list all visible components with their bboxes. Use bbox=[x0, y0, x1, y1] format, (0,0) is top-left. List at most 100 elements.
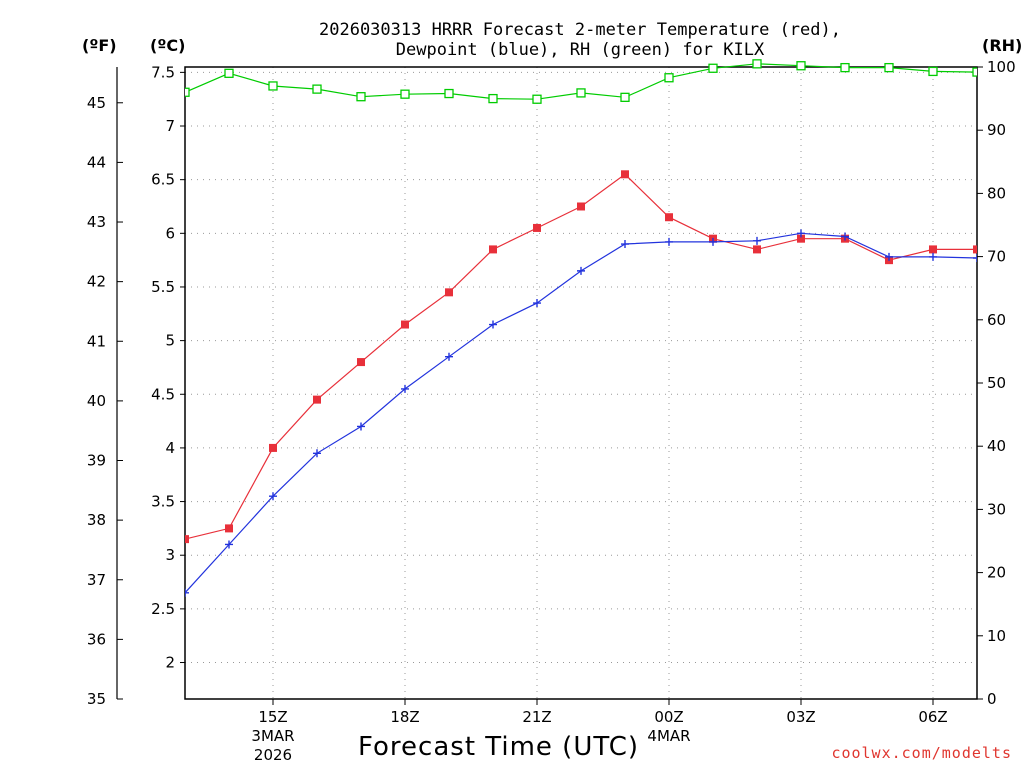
fahrenheit-tick-label: 43 bbox=[87, 213, 106, 231]
plot-frame bbox=[184, 66, 978, 700]
rh-point bbox=[224, 68, 234, 78]
rh-point bbox=[928, 66, 938, 77]
rh-point bbox=[884, 62, 894, 73]
x-tick-label: 15Z bbox=[258, 708, 287, 726]
dewpoint-point bbox=[973, 253, 977, 262]
rh-point bbox=[356, 92, 366, 102]
temperature-point bbox=[357, 358, 365, 367]
x-axis-label: Forecast Time (UTC) bbox=[358, 732, 640, 762]
fahrenheit-tick-label: 40 bbox=[87, 392, 106, 410]
dewpoint-point bbox=[185, 588, 189, 597]
temperature-point bbox=[313, 395, 321, 404]
rh-point bbox=[312, 84, 322, 94]
rh-point bbox=[400, 89, 410, 99]
rh-tick-label: 20 bbox=[987, 564, 1006, 582]
dewpoint-point bbox=[533, 299, 541, 308]
x-tick-label: 00Z bbox=[654, 708, 683, 726]
fahrenheit-tick-label: 38 bbox=[87, 511, 106, 529]
dewpoint-point bbox=[709, 237, 717, 246]
fahrenheit-tick-label: 35 bbox=[87, 690, 106, 708]
rh-tick-label: 60 bbox=[987, 311, 1006, 329]
dewpoint-point bbox=[885, 252, 893, 261]
temperature-point bbox=[185, 535, 189, 544]
grid-lines bbox=[185, 67, 977, 699]
rh-point bbox=[488, 93, 498, 104]
rh-tick-label: 0 bbox=[987, 690, 997, 708]
dewpoint-point bbox=[665, 237, 673, 246]
fahrenheit-tick-label: 37 bbox=[87, 571, 106, 589]
x-tick-label: 3MAR bbox=[251, 727, 294, 745]
celsius-tick-label: 5 bbox=[165, 332, 175, 350]
rh-point bbox=[532, 94, 542, 104]
celsius-tick-label: 3 bbox=[165, 546, 175, 564]
rh-point bbox=[752, 59, 762, 69]
temperature-series bbox=[185, 170, 977, 544]
celsius-tick-label: 5.5 bbox=[151, 278, 175, 296]
temperature-point bbox=[269, 443, 277, 452]
dewpoint-point bbox=[841, 232, 849, 241]
temperature-point bbox=[753, 245, 761, 254]
chart-title-line-2: Dewpoint (blue), RH (green) for KILX bbox=[395, 40, 765, 60]
dewpoint-series bbox=[185, 229, 977, 597]
dewpoint-point bbox=[621, 240, 629, 249]
x-tick-label: 18Z bbox=[390, 708, 419, 726]
fahrenheit-tick-label: 41 bbox=[87, 332, 106, 350]
temperature-point bbox=[489, 245, 497, 254]
celsius-tick-label: 6.5 bbox=[151, 171, 175, 189]
dewpoint-point bbox=[929, 252, 937, 261]
celsius-tick-label: 3.5 bbox=[151, 493, 175, 511]
rh-unit-label: (RH) bbox=[982, 36, 1023, 55]
x-tick-label: 4MAR bbox=[647, 727, 690, 745]
rh-tick-label: 30 bbox=[987, 500, 1006, 518]
temperature-line bbox=[185, 173, 977, 540]
celsius-tick-label: 4 bbox=[165, 439, 175, 457]
dewpoint-point bbox=[357, 422, 365, 431]
celsius-unit-label: (ºC) bbox=[150, 36, 186, 55]
dewpoint-point bbox=[313, 449, 321, 458]
fahrenheit-tick-label: 45 bbox=[87, 94, 106, 112]
fahrenheit-tick-label: 39 bbox=[87, 452, 106, 470]
x-tick-label: 03Z bbox=[786, 708, 815, 726]
dewpoint-point bbox=[225, 540, 233, 549]
rh-point bbox=[796, 61, 806, 71]
dewpoint-point bbox=[577, 266, 585, 275]
temperature-point bbox=[533, 223, 541, 232]
fahrenheit-tick-label: 44 bbox=[87, 153, 106, 171]
celsius-tick-label: 7.5 bbox=[151, 63, 175, 81]
rh-tick-label: 10 bbox=[987, 627, 1006, 645]
dewpoint-point bbox=[445, 352, 453, 361]
dewpoint-point bbox=[753, 236, 761, 245]
celsius-tick-label: 2.5 bbox=[151, 600, 175, 618]
source-credit: coolwx.com/modelts bbox=[831, 744, 1012, 762]
temperature-point bbox=[797, 234, 805, 243]
celsius-tick-label: 6 bbox=[165, 224, 175, 242]
temperature-point bbox=[401, 320, 409, 329]
fahrenheit-unit-label: (ºF) bbox=[82, 36, 117, 55]
temperature-point bbox=[445, 288, 453, 297]
rh-point bbox=[576, 88, 586, 98]
rh-tick-label: 40 bbox=[987, 437, 1006, 455]
rh-point bbox=[664, 73, 674, 83]
rh-point bbox=[185, 87, 190, 97]
rh-point bbox=[620, 92, 630, 102]
x-tick-label: 21Z bbox=[522, 708, 551, 726]
rh-point bbox=[444, 88, 454, 99]
temperature-point bbox=[929, 245, 937, 254]
rh-tick-label: 70 bbox=[987, 248, 1006, 266]
celsius-tick-label: 2 bbox=[165, 654, 175, 672]
chart-title-line-1: 2026030313 HRRR Forecast 2-meter Tempera… bbox=[319, 20, 841, 40]
x-tick-label: 2026 bbox=[254, 746, 292, 764]
rh-tick-label: 90 bbox=[987, 121, 1006, 139]
dewpoint-point bbox=[489, 320, 497, 329]
dewpoint-point bbox=[401, 384, 409, 393]
celsius-tick-label: 4.5 bbox=[151, 385, 175, 403]
temperature-point bbox=[621, 170, 629, 179]
dewpoint-point bbox=[797, 229, 805, 238]
rh-point bbox=[840, 62, 850, 73]
rh-point bbox=[972, 67, 977, 77]
rh-tick-label: 80 bbox=[987, 184, 1006, 202]
rh-tick-label: 50 bbox=[987, 374, 1006, 392]
temperature-point bbox=[973, 245, 977, 254]
rh-point bbox=[268, 81, 278, 91]
